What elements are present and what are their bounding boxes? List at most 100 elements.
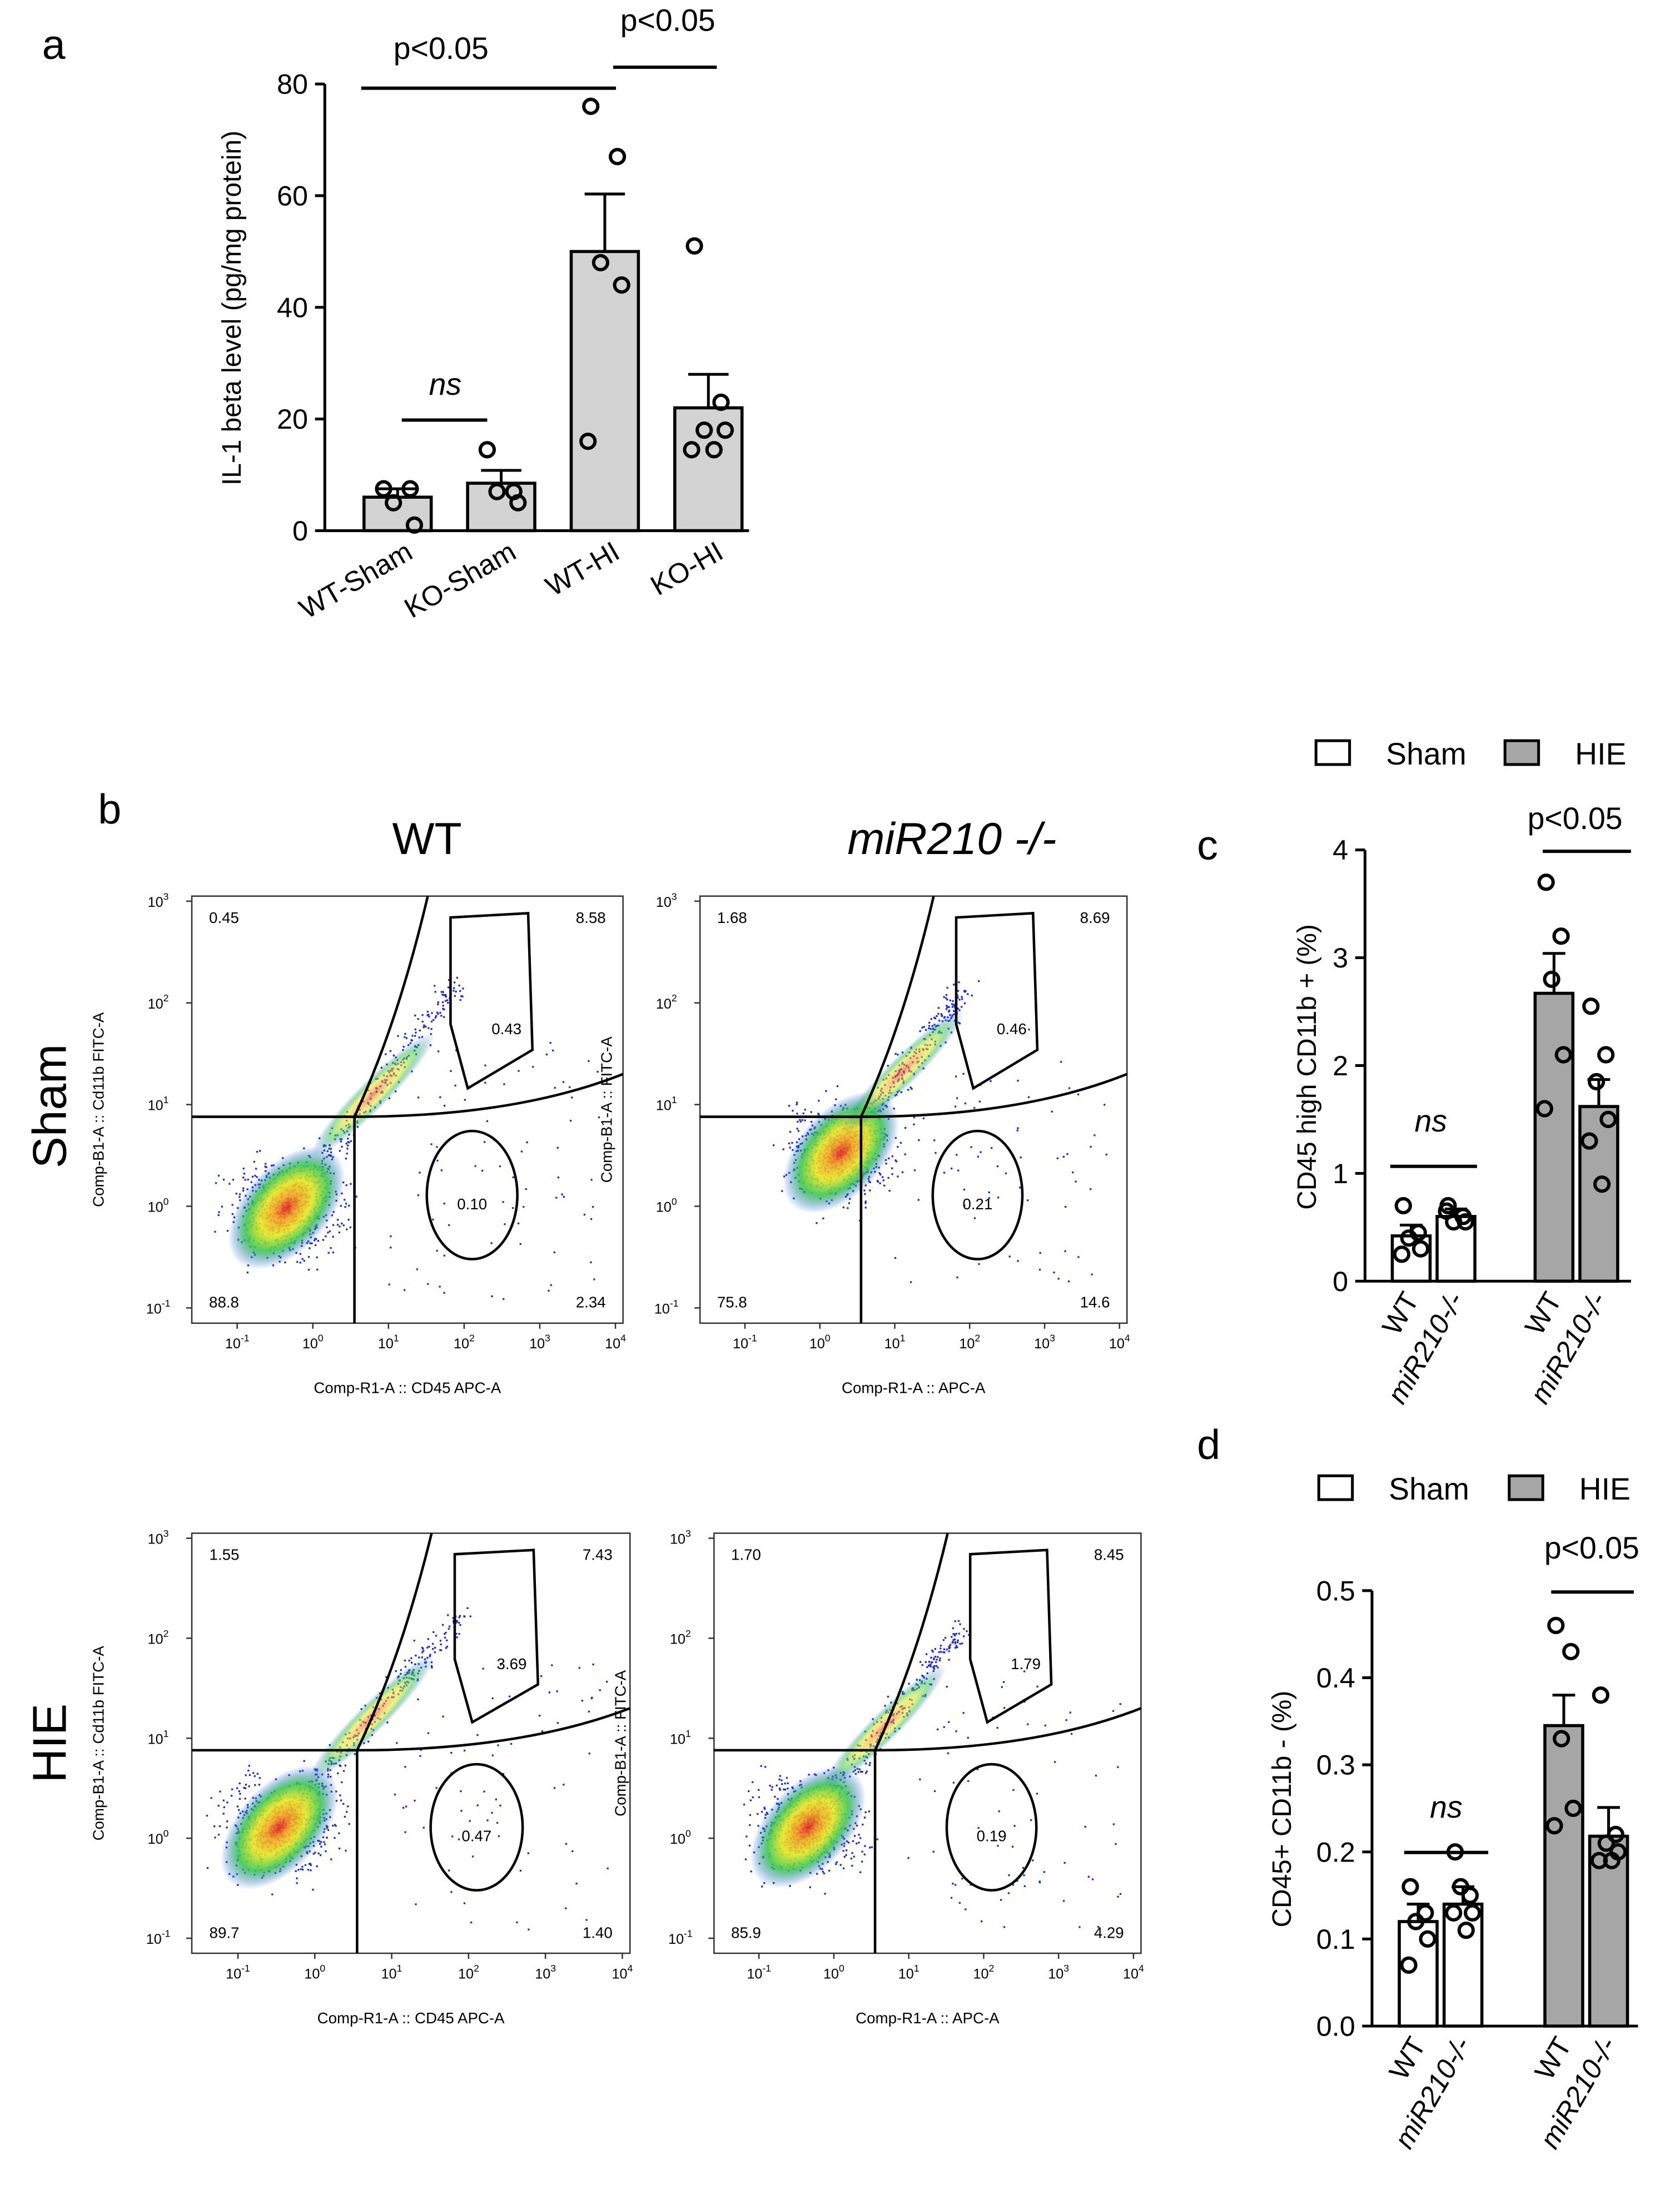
event-dot	[502, 1201, 504, 1203]
event-dot	[419, 1172, 421, 1174]
event-dot	[1060, 1061, 1062, 1063]
plot-frame	[191, 1532, 631, 1954]
event-dot	[450, 1891, 453, 1893]
gate-value: 14.6	[1080, 1293, 1110, 1311]
y-axis-label: Comp-B1-A :: Cd11b FITC-A	[90, 1012, 107, 1207]
event-dot	[342, 1224, 345, 1227]
event-dot	[963, 1628, 965, 1630]
panel-label: d	[1197, 1422, 1220, 1468]
event-dot	[592, 1663, 594, 1666]
event-dot	[789, 1131, 792, 1133]
event-dot	[952, 1004, 955, 1006]
event-dot	[963, 1204, 966, 1207]
legend-label: HIE	[1579, 1472, 1631, 1506]
event-dot	[322, 1239, 325, 1241]
event-dot	[891, 1155, 893, 1158]
event-dot	[954, 1884, 957, 1886]
event-dot	[1002, 1681, 1005, 1683]
tick-exponent: 0	[320, 1963, 325, 1974]
event-dot	[862, 1823, 864, 1826]
event-dot	[976, 1768, 979, 1770]
event-dot	[592, 1206, 594, 1208]
event-dot	[453, 990, 455, 992]
tick-base: 10	[668, 1932, 684, 1947]
event-dot	[778, 1778, 781, 1781]
event-dot	[550, 1284, 552, 1286]
event-dot	[206, 1814, 208, 1817]
tick-base: 10	[148, 895, 163, 910]
event-dot	[961, 996, 963, 998]
quadrant-gate	[714, 1707, 1142, 1752]
event-dot	[419, 1029, 421, 1031]
event-dot	[897, 1054, 899, 1056]
event-dot	[484, 1064, 486, 1066]
event-dot	[954, 1639, 956, 1641]
event-dot	[226, 1801, 228, 1804]
event-dot	[928, 1661, 931, 1663]
tick-exponent: 1	[394, 1333, 399, 1344]
event-dot	[988, 1197, 990, 1199]
event-dot	[483, 1141, 486, 1143]
event-dot	[952, 1627, 954, 1630]
x-tick-label: KO-HI	[645, 535, 728, 601]
tick-exponent: 1	[900, 1333, 906, 1344]
event-dot	[1016, 1129, 1018, 1131]
event-dot	[1069, 1711, 1071, 1714]
tick-base: 10	[973, 1966, 989, 1982]
event-dot	[303, 1260, 305, 1262]
event-dot	[341, 1781, 343, 1784]
tick-base: 10	[884, 1336, 900, 1352]
event-dot	[1017, 1080, 1019, 1082]
event-dot	[459, 990, 461, 992]
event-dot	[396, 1742, 398, 1744]
event-dot	[549, 1042, 551, 1044]
event-dot	[445, 1000, 447, 1002]
event-dot	[218, 1825, 221, 1828]
x-tick-label: 104	[605, 1333, 626, 1352]
event-dot	[404, 1033, 406, 1035]
event-dot	[431, 1648, 434, 1650]
event-dot	[936, 1015, 938, 1017]
event-dot	[1070, 1733, 1073, 1735]
tick-base: 10	[146, 1301, 162, 1317]
event-dot	[511, 1207, 514, 1209]
event-dot	[254, 1175, 256, 1177]
event-dot	[1078, 1926, 1081, 1928]
event-dot	[250, 1181, 252, 1183]
data-point	[385, 494, 402, 512]
y-tick-label: 10-1	[668, 1928, 693, 1948]
event-dot	[255, 1168, 257, 1170]
event-dot	[404, 1289, 406, 1291]
data-point	[1553, 1730, 1570, 1748]
y-tick-label: 0.3	[1316, 1749, 1355, 1781]
event-dot	[1090, 1145, 1092, 1148]
event-dot	[1084, 1825, 1086, 1828]
event-dot	[245, 1784, 247, 1786]
data-point	[1607, 1825, 1624, 1843]
y-tick-label: 102	[148, 992, 169, 1012]
tick-base: 10	[148, 1532, 163, 1547]
event-dot	[541, 1730, 544, 1733]
event-dot	[786, 1776, 788, 1779]
data-point	[1445, 1904, 1463, 1922]
event-dot	[345, 1184, 347, 1187]
event-dot	[452, 1617, 454, 1619]
event-dot	[248, 1774, 251, 1776]
event-dot	[836, 1861, 838, 1863]
event-dot	[954, 1642, 956, 1645]
event-dot	[772, 1144, 775, 1146]
tick-base: 10	[148, 1200, 163, 1215]
event-dot	[259, 1150, 261, 1152]
event-dot	[908, 1682, 910, 1685]
event-dot	[943, 1172, 946, 1174]
event-dot	[850, 1858, 853, 1860]
event-dot	[879, 1173, 882, 1175]
x-tick-label: 10-1	[733, 1333, 757, 1352]
event-dot	[1053, 1271, 1055, 1274]
event-dot	[951, 1006, 954, 1008]
event-dot	[503, 1298, 505, 1300]
event-dot	[761, 1885, 763, 1888]
event-dot	[1007, 1892, 1010, 1894]
event-dot	[578, 1667, 580, 1669]
tick-base: 10	[670, 1831, 685, 1847]
